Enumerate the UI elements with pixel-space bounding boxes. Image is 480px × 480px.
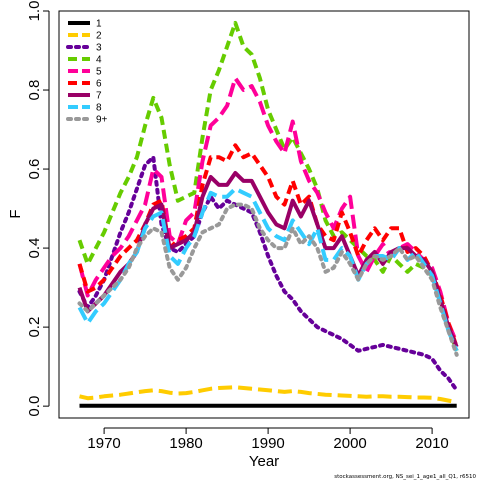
- legend-label: 6: [96, 79, 102, 90]
- legend-item-5: 5: [68, 67, 102, 78]
- series-layer: [77, 20, 459, 408]
- legend-label: 9+: [96, 115, 108, 126]
- legend-item-6: 6: [68, 79, 102, 90]
- series-line-3: [77, 155, 459, 393]
- x-tick-label: 1990: [251, 435, 284, 452]
- legend-label: 2: [96, 31, 102, 42]
- legend-label: 8: [96, 103, 102, 114]
- x-tick-label: 1980: [169, 435, 202, 452]
- y-axis-label: F: [7, 209, 24, 218]
- plot-frame: [58, 10, 470, 419]
- y-tick-label: 0.4: [26, 238, 43, 259]
- legend-item-7: 7: [68, 91, 102, 102]
- x-tick-label: 2010: [415, 435, 448, 452]
- series-line-2: [79, 385, 458, 405]
- legend-label: 3: [96, 43, 102, 54]
- series-line-8: [77, 186, 459, 352]
- legend-item-2: 2: [68, 31, 102, 42]
- x-axis-label: Year: [249, 453, 279, 470]
- x-tick-label: 2000: [333, 435, 366, 452]
- legend-item-9plus: 9+: [66, 115, 108, 126]
- y-tick-label: 0.8: [26, 80, 43, 101]
- y-tick-label: 0.6: [26, 159, 43, 180]
- legend-item-1: 1: [68, 19, 102, 30]
- series-line-7: [77, 171, 459, 348]
- legend-label: 4: [96, 55, 102, 66]
- legend-item-3: 3: [66, 43, 102, 54]
- legend-label: 1: [96, 19, 102, 30]
- legend-label: 5: [96, 67, 102, 78]
- legend-label: 7: [96, 91, 102, 102]
- legend-item-4: 4: [68, 55, 102, 66]
- legend-item-8: 8: [68, 103, 102, 114]
- y-tick-label: 1.0: [26, 1, 43, 22]
- series-line-9plus: [77, 202, 459, 357]
- x-tick-label: 1970: [87, 435, 120, 452]
- footnote: stockassessment.org, NS_sei_1_age1_all_Q…: [334, 474, 476, 480]
- y-tick-label: 0.0: [26, 396, 43, 417]
- y-tick-label: 0.2: [26, 317, 43, 338]
- axes-layer: 1970 1980 1990 2000 2010 0.0 0.2 0.4 0.6 0.8 1.0: [26, 1, 449, 452]
